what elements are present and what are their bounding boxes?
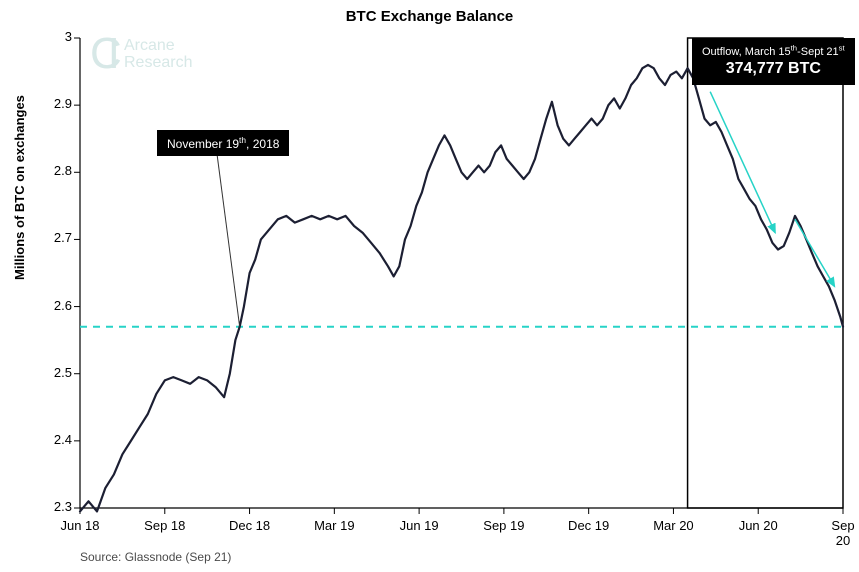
y-tick-label: 2.7 <box>32 230 72 245</box>
annotation-outflow: Outflow, March 15th-Sept 21st374,777 BTC <box>692 38 855 85</box>
y-tick-label: 2.4 <box>32 432 72 447</box>
y-tick-label: 2.5 <box>32 365 72 380</box>
x-tick-label: Sep 18 <box>144 518 185 533</box>
annotation-nov-2018: November 19th, 2018 <box>157 130 289 156</box>
source-label: Source: Glassnode (Sep 21) <box>80 550 231 564</box>
x-tick-label: Mar 20 <box>653 518 693 533</box>
y-tick-label: 2.6 <box>32 298 72 313</box>
y-tick-label: 2.8 <box>32 163 72 178</box>
x-tick-label: Jun 20 <box>739 518 778 533</box>
chart-container: BTC Exchange Balance CI Arcane Research … <box>0 0 859 572</box>
x-tick-label: Sep 19 <box>483 518 524 533</box>
x-tick-label: Jun 18 <box>60 518 99 533</box>
x-tick-label: Jun 19 <box>400 518 439 533</box>
y-tick-label: 2.3 <box>32 499 72 514</box>
x-tick-label: Dec 18 <box>229 518 270 533</box>
chart-svg <box>0 0 859 572</box>
y-tick-label: 2.9 <box>32 96 72 111</box>
x-tick-label: Dec 19 <box>568 518 609 533</box>
y-tick-label: 3 <box>32 29 72 44</box>
x-tick-label: Sep 20 <box>831 518 854 548</box>
x-tick-label: Mar 19 <box>314 518 354 533</box>
